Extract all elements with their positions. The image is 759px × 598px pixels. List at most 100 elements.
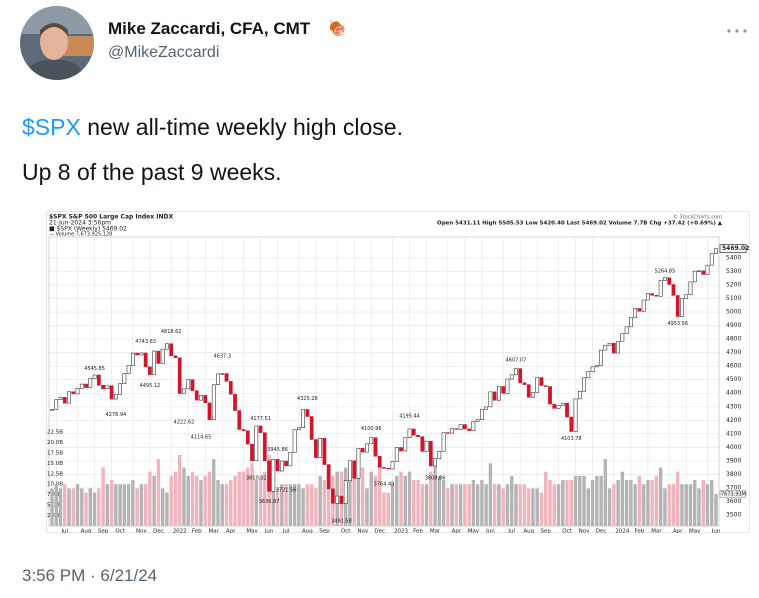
candle-body (109, 385, 114, 400)
volume-bar (309, 484, 314, 526)
y-tick-label: 3800 (726, 471, 741, 478)
volume-bar (433, 463, 437, 526)
x-tick-label: Sep (541, 529, 552, 534)
volume-bar (463, 484, 467, 526)
candle-body (182, 388, 186, 394)
volume-bar (203, 475, 207, 526)
volume-bar (169, 475, 173, 526)
volume-bar (582, 475, 586, 526)
x-tick-label: Feb (413, 529, 423, 534)
candle-body (343, 480, 348, 505)
volume-bar (71, 488, 75, 526)
y-tick-label: 3600 (726, 498, 741, 505)
candle-body (394, 447, 399, 462)
avatar[interactable] (20, 6, 94, 80)
candle-body (382, 467, 386, 469)
x-tick-label: Sep (98, 529, 109, 534)
volume-bar (378, 459, 382, 526)
candle-body (186, 379, 191, 390)
y-tick-label: 4500 (726, 376, 741, 383)
candle-body (646, 293, 650, 301)
volume-bar (63, 484, 67, 526)
candle-body (403, 437, 408, 452)
candle-body (122, 373, 127, 384)
candle-body (616, 341, 620, 354)
candle-body (386, 468, 391, 470)
candle-body (216, 373, 220, 385)
volume-bar (675, 471, 680, 526)
volume-bar (475, 484, 480, 526)
candle-body (139, 352, 144, 356)
volume-bar (263, 471, 267, 526)
volume-bar (629, 480, 633, 526)
candle-body (573, 398, 578, 432)
price-annotation: 3945.86 (267, 447, 288, 453)
candle-body (654, 295, 659, 297)
volume-bar (420, 484, 425, 526)
candle-body (339, 495, 344, 505)
volume-bar (531, 488, 535, 526)
candle-body (497, 386, 501, 401)
x-tick-label: Aug (523, 529, 534, 534)
candle-body (288, 452, 293, 467)
price-annotation: 4818.62 (161, 329, 182, 335)
volume-bar (280, 484, 284, 526)
x-tick-label: Mar (430, 529, 441, 534)
chart-title: $SPX S&P 500 Large Cap Index INDX (49, 214, 173, 221)
candle-body (331, 488, 335, 504)
volume-bar (109, 480, 114, 526)
display-name[interactable]: Mike Zaccardi, CFA, CMT (108, 19, 311, 38)
volume-bar (710, 480, 714, 526)
volume-bar (224, 484, 229, 526)
y-tick-label: 3500 (726, 511, 741, 518)
candle-body (709, 253, 714, 266)
candle-body (603, 344, 608, 351)
volume-bar (275, 488, 280, 526)
candle-body (539, 377, 544, 386)
candle-body (220, 373, 225, 375)
candle-body (471, 421, 476, 431)
volume-bar (322, 480, 327, 526)
tweet-text: $SPX new all-time weekly high close. (22, 114, 403, 141)
y-tick-label: 3900 (726, 457, 741, 464)
more-menu[interactable] (725, 27, 749, 35)
candle-body (501, 386, 506, 394)
candle-body (475, 419, 480, 422)
volume-bar (633, 484, 637, 526)
volume-bar (177, 454, 182, 526)
candle-body (692, 270, 697, 283)
y-tick-label: 4000 (726, 444, 741, 451)
candle-body (96, 374, 101, 386)
candle-body (292, 429, 297, 453)
timestamp[interactable]: 3:56 PM · 6/21/24 (22, 566, 158, 585)
tweet-text-line: Up 8 of the past 9 weeks. (22, 159, 282, 185)
y-tick-label: 3700 (726, 484, 741, 491)
candle-body (637, 308, 642, 312)
volume-bar (646, 480, 650, 526)
price-annotation: 4100.96 (361, 426, 382, 432)
cashtag-link[interactable]: $SPX (22, 114, 81, 140)
price-annotation: 3491.58 (331, 519, 352, 525)
volume-bar (624, 480, 629, 526)
volume-bar (352, 471, 356, 526)
x-tick-label: Dec (596, 529, 607, 534)
candle-body (165, 343, 169, 350)
candle-body (509, 374, 514, 380)
volume-bar (199, 480, 203, 526)
handle[interactable]: @MikeZaccardi (108, 44, 220, 61)
volume-bar (569, 480, 573, 526)
volume-tick-label: 22.5B (47, 430, 63, 436)
x-tick-label: Feb (192, 529, 202, 534)
volume-bar (58, 488, 63, 526)
chart-image[interactable]: $SPX S&P 500 Large Cap Index INDX21-Jun-… (46, 211, 750, 533)
candle-body (514, 368, 518, 376)
candle-body (582, 377, 586, 392)
candle-body (650, 293, 655, 296)
volume-bar (143, 484, 148, 526)
candle-body (611, 342, 616, 354)
volume-bar (595, 475, 599, 526)
volume-bar (399, 471, 403, 526)
candle-body (701, 270, 706, 275)
candle-body (207, 402, 212, 421)
